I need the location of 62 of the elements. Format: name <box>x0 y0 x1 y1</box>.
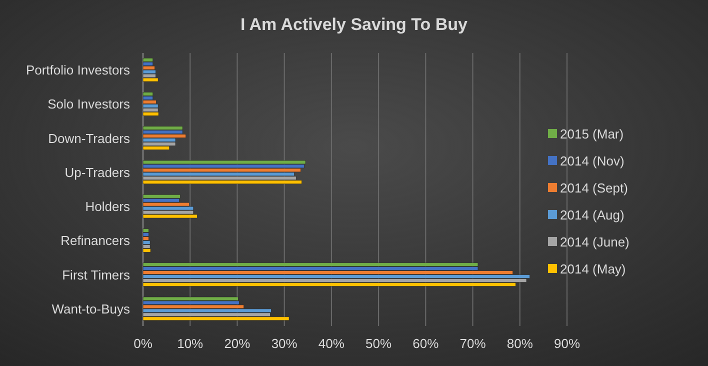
bar <box>142 74 156 78</box>
x-tick-label: 70% <box>460 336 486 351</box>
bar <box>142 214 198 218</box>
bar <box>142 168 301 172</box>
legend-label: 2015 (Mar) <box>560 126 624 142</box>
bar <box>142 78 158 82</box>
bar <box>142 112 159 116</box>
x-tick-label: 20% <box>224 336 251 351</box>
bar <box>142 296 238 301</box>
legend-label: 2014 (Sept) <box>560 180 628 196</box>
bar <box>142 126 183 130</box>
legend-label: 2014 (June) <box>560 234 630 250</box>
bar <box>142 278 527 282</box>
bar <box>142 232 149 236</box>
bar <box>142 194 180 198</box>
bar <box>142 206 194 210</box>
bar <box>142 240 150 244</box>
legend-label: 2014 (Aug) <box>560 208 624 222</box>
x-tick-label: 80% <box>506 336 534 351</box>
bar <box>142 244 150 248</box>
y-tick-label: Refinancers <box>60 233 130 248</box>
y-tick-label: Up-Traders <box>64 164 130 180</box>
bar <box>142 228 149 232</box>
bar <box>142 180 302 184</box>
x-tick-label: 50% <box>366 336 392 351</box>
bar <box>142 70 156 74</box>
bar <box>142 316 290 321</box>
bar <box>142 248 151 252</box>
x-tick-label: 0% <box>134 336 153 351</box>
bar <box>142 210 194 214</box>
x-tick-label: 10% <box>177 336 204 351</box>
y-tick-label: Holders <box>85 199 130 214</box>
bar <box>142 164 304 168</box>
bar <box>142 236 149 240</box>
bar <box>142 100 156 104</box>
bar <box>142 308 272 313</box>
bar <box>142 62 154 66</box>
y-tick-label: First Timers <box>62 267 130 282</box>
y-tick-label: Down-Traders <box>48 130 130 146</box>
bar <box>142 134 186 138</box>
legend-label: 2014 (Nov) <box>560 154 624 168</box>
bar <box>142 274 530 278</box>
legend-label: 2014 (May) <box>560 262 626 276</box>
bar <box>142 92 154 96</box>
bar <box>142 58 154 62</box>
y-tick-label: Portfolio Investors <box>26 62 130 78</box>
bar <box>142 66 155 70</box>
x-tick-label: 40% <box>318 336 345 351</box>
x-tick-label: 90% <box>554 336 580 351</box>
bar <box>142 160 306 164</box>
bar <box>142 96 154 100</box>
bar <box>142 108 158 112</box>
y-tick-label: Solo Investors <box>48 96 130 112</box>
y-tick-label: Want-to-Buys <box>52 301 130 316</box>
bar <box>142 262 478 266</box>
bar <box>142 130 183 134</box>
bar <box>142 142 176 146</box>
x-tick-label: 60% <box>412 336 440 351</box>
chart-title: I Am Actively Saving To Buy <box>240 15 468 34</box>
bar <box>142 202 190 206</box>
x-tick-label: 30% <box>271 336 298 351</box>
bar <box>142 104 158 108</box>
